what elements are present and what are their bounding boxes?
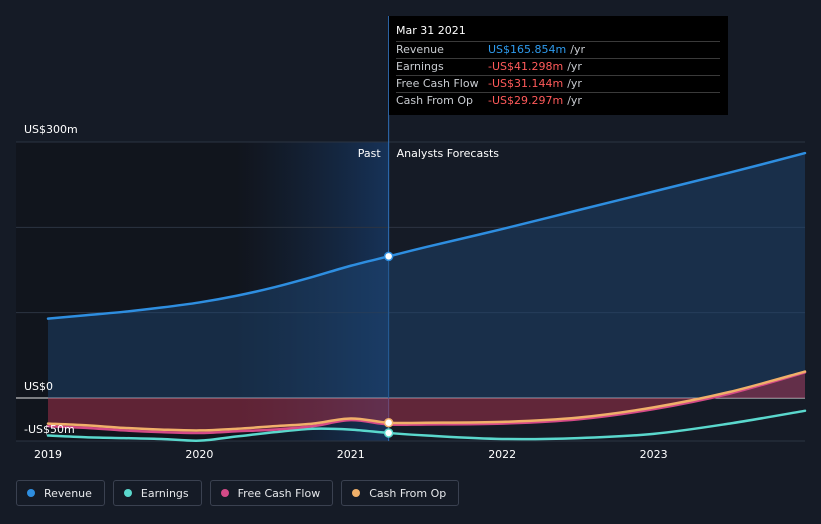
tooltip-label: Free Cash Flow	[396, 77, 479, 90]
legend-earnings[interactable]: Earnings	[112, 480, 202, 506]
earnings-line	[46, 409, 807, 442]
x-tick-label: 2023	[640, 448, 668, 461]
series-lines	[46, 151, 807, 442]
tooltip-row-earnings: Earnings -US$41.298m /yr	[396, 58, 720, 75]
tooltip-value: US$165.854m	[488, 43, 567, 56]
y-tick-label: US$300m	[24, 123, 78, 136]
x-tick-label: 2019	[34, 448, 62, 461]
tooltip-unit: /yr	[567, 60, 582, 73]
y-tick-label: -US$50m	[24, 423, 75, 436]
cash-from-op-line	[46, 370, 807, 432]
free-cash-flow-line	[46, 371, 807, 435]
legend-label: Revenue	[44, 486, 92, 500]
series-areas	[48, 153, 805, 434]
x-tick-label: 2022	[488, 448, 516, 461]
legend: Revenue Earnings Free Cash Flow Cash Fro…	[16, 480, 467, 506]
tooltip-unit: /yr	[567, 77, 582, 90]
past-label: Past	[358, 147, 382, 160]
legend-revenue[interactable]: Revenue	[16, 480, 105, 506]
legend-cash-from-op[interactable]: Cash From Op	[341, 480, 460, 506]
legend-dot-icon	[220, 489, 229, 497]
tooltip-value: -US$41.298m	[488, 60, 564, 73]
revenue-line	[46, 151, 807, 320]
y-tick-label: US$0	[24, 380, 53, 393]
legend-free-cash-flow[interactable]: Free Cash Flow	[209, 480, 334, 506]
axis-labels: US$300m US$0 -US$50m 2019 2020 2021 2022 2023 Pa…	[24, 123, 668, 461]
highlight-markers	[383, 251, 394, 438]
cash-from-op-marker	[383, 417, 394, 428]
x-tick-label: 2021	[337, 448, 365, 461]
tooltip-value: -US$31.144m	[488, 77, 564, 90]
tooltip-value: -US$29.297m	[488, 94, 564, 107]
tooltip-row-revenue: Revenue US$165.854m /yr	[396, 41, 720, 58]
free-cash-flow-area	[48, 372, 805, 434]
tooltip-unit: /yr	[570, 43, 585, 56]
tooltip-unit: /yr	[567, 94, 582, 107]
plot-background	[16, 142, 389, 441]
tooltip: Mar 31 2021 Revenue US$165.854m /yr Earn…	[389, 16, 728, 115]
x-tick-label: 2020	[185, 448, 213, 461]
earnings-marker	[383, 428, 394, 438]
legend-label: Cash From Op	[369, 486, 447, 500]
legend-dot-icon	[27, 489, 35, 497]
tooltip-row-cash-from-op: Cash From Op -US$29.297m /yr	[396, 92, 720, 109]
revenue-area	[48, 153, 805, 398]
legend-label: Earnings	[140, 486, 189, 500]
tooltip-label: Cash From Op	[396, 94, 474, 107]
tooltip-date: Mar 31 2021	[396, 24, 466, 37]
revenue-marker	[383, 251, 394, 262]
legend-label: Free Cash Flow	[237, 486, 321, 500]
legend-dot-icon	[352, 489, 361, 497]
tooltip-label: Revenue	[396, 43, 444, 56]
tooltip-label: Earnings	[396, 60, 444, 73]
tooltip-row-free-cash-flow: Free Cash Flow -US$31.144m /yr	[396, 75, 720, 92]
legend-dot-icon	[123, 489, 132, 497]
past-highlight-band	[237, 142, 389, 441]
forecast-label: Analysts Forecasts	[397, 147, 500, 160]
